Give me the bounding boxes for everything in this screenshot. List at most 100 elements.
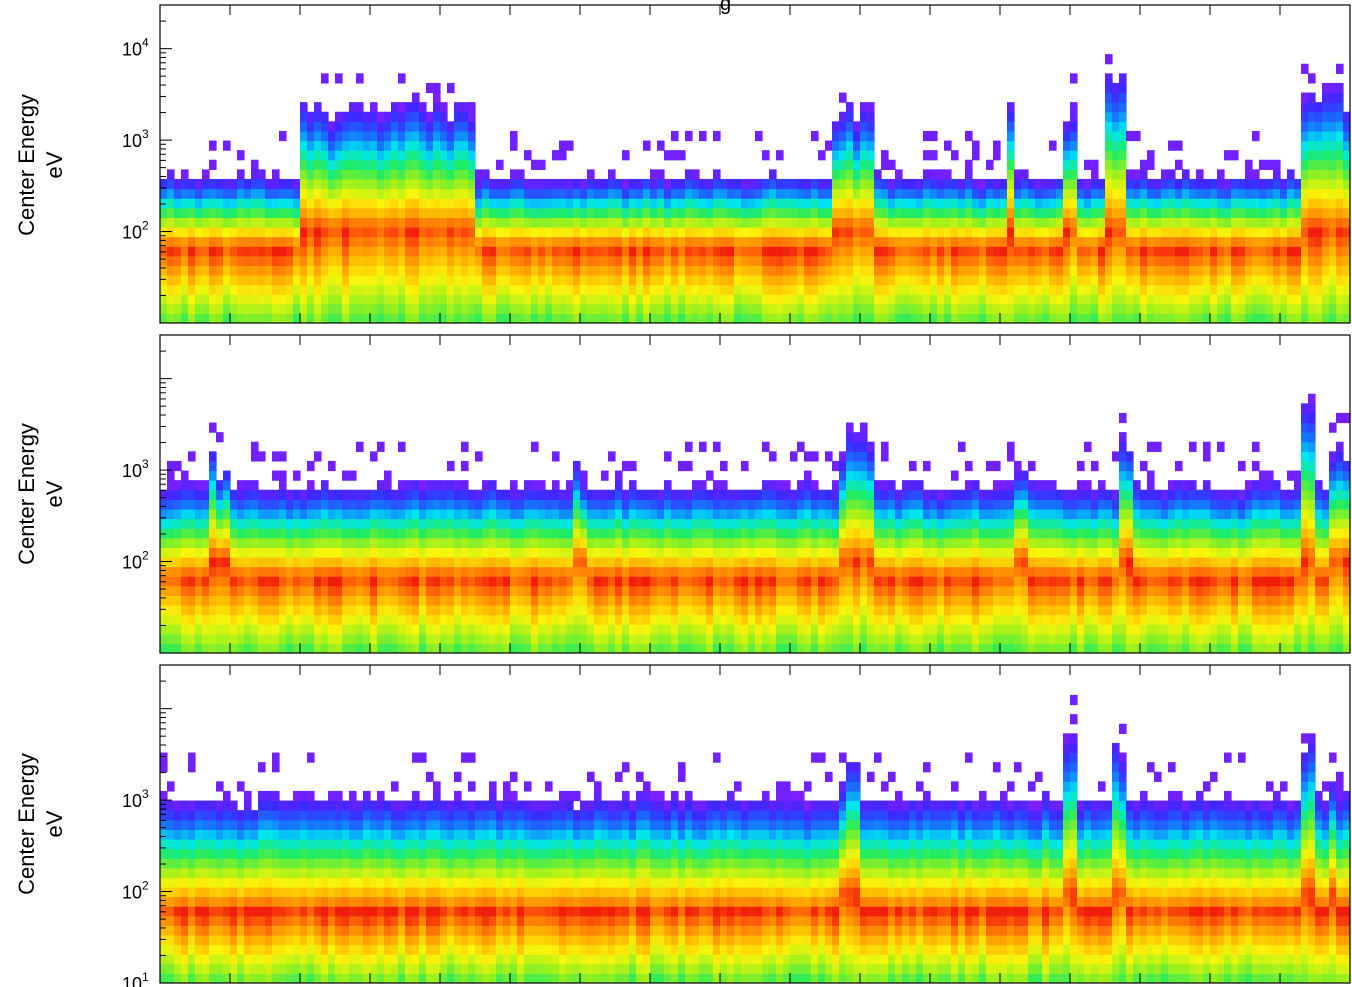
heatmap-cell [230, 556, 238, 568]
heatmap-cell [188, 604, 196, 616]
heatmap-cell [314, 633, 322, 644]
heatmap-cell [398, 303, 406, 314]
heatmap-cell [594, 198, 602, 209]
heatmap-cell [307, 226, 315, 238]
heatmap-cell [867, 566, 875, 577]
heatmap-cell [860, 633, 868, 644]
heatmap-cell [1175, 265, 1183, 276]
heatmap-cell [314, 595, 322, 606]
heatmap-cell [216, 576, 224, 587]
heatmap-cell [405, 489, 413, 500]
heatmap-cell [622, 489, 630, 500]
heatmap-cell [475, 313, 483, 323]
heatmap-cell [790, 576, 798, 587]
heatmap-cell [419, 303, 427, 314]
heatmap-cell [461, 556, 469, 568]
heatmap-cell [405, 595, 413, 606]
heatmap-cell [216, 643, 224, 653]
heatmap-cell [762, 518, 770, 529]
heatmap-cell [335, 236, 343, 247]
heatmap-cell [461, 547, 469, 558]
heatmap-cell [545, 547, 553, 558]
heatmap-cell [1119, 140, 1127, 151]
heatmap-cell [321, 595, 329, 606]
heatmap-cell [412, 576, 420, 587]
heatmap-cell [447, 643, 455, 653]
heatmap-cell [1126, 274, 1134, 286]
heatmap-cell [503, 255, 511, 266]
heatmap-cell [356, 169, 364, 180]
heatmap-cell [993, 236, 1001, 247]
heatmap-cell [398, 489, 406, 500]
heatmap-cell [706, 585, 714, 596]
heatmap-cell [531, 614, 539, 625]
heatmap-cell [1287, 274, 1295, 286]
heatmap-cell [1315, 159, 1323, 170]
heatmap-cell [216, 585, 224, 596]
heatmap-cell [454, 217, 462, 228]
heatmap-cell [867, 265, 875, 276]
heatmap-cell [895, 246, 903, 257]
heatmap-cell [734, 294, 742, 305]
heatmap-cell [748, 178, 756, 190]
heatmap-cell [1105, 226, 1113, 238]
heatmap-cell [811, 595, 819, 606]
heatmap-cell [594, 537, 602, 548]
heatmap-cell [1098, 265, 1106, 276]
heatmap-cell [167, 207, 175, 218]
heatmap-cell [559, 585, 567, 596]
heatmap-cell [853, 547, 861, 558]
heatmap-cell [853, 614, 861, 625]
heatmap-cell [657, 518, 665, 529]
heatmap-cell [447, 178, 455, 190]
heatmap-cell [433, 604, 441, 616]
heatmap-cell [167, 188, 175, 199]
heatmap-cell [615, 226, 623, 238]
heatmap-cell [594, 246, 602, 257]
heatmap-cell [951, 226, 959, 238]
heatmap-cell [832, 246, 840, 257]
heatmap-cell [1308, 121, 1316, 132]
heatmap-cell [398, 556, 406, 568]
heatmap-cell [1203, 207, 1211, 218]
heatmap-cell [622, 518, 630, 529]
heatmap-cell [1000, 313, 1008, 323]
heatmap-cell [601, 313, 609, 323]
heatmap-cell [1049, 274, 1057, 286]
heatmap-cell [517, 518, 525, 529]
heatmap-cell [510, 265, 518, 276]
heatmap-cell [405, 207, 413, 218]
heatmap-cell [559, 633, 567, 644]
heatmap-cell [1315, 207, 1323, 218]
heatmap-cell [531, 198, 539, 209]
heatmap-cell [545, 255, 553, 266]
heatmap-cell [888, 265, 896, 276]
heatmap-cell [209, 265, 217, 276]
heatmap-cell [986, 294, 994, 305]
heatmap-cell [783, 595, 791, 606]
heatmap-cell [335, 294, 343, 305]
heatmap-cell [629, 489, 637, 500]
heatmap-cell [1301, 178, 1309, 190]
heatmap-cell [454, 604, 462, 616]
heatmap-cell [552, 537, 560, 548]
heatmap-cell [489, 585, 497, 596]
heatmap-cell [559, 489, 567, 500]
heatmap-cell [979, 255, 987, 266]
heatmap-cell [426, 508, 434, 520]
heatmap-cell [587, 198, 595, 209]
heatmap-cell [1182, 246, 1190, 257]
heatmap-cell [587, 236, 595, 247]
heatmap-cell [1308, 198, 1316, 209]
heatmap-cell [1021, 188, 1029, 199]
heatmap-cell [195, 303, 203, 314]
heatmap-cell [1154, 236, 1162, 247]
heatmap-cell [713, 585, 721, 596]
heatmap-cell [832, 169, 840, 180]
heatmap-cell [475, 178, 483, 190]
heatmap-cell [643, 217, 651, 228]
heatmap-cell [1301, 63, 1309, 74]
heatmap-cell [769, 178, 777, 190]
heatmap-cell [405, 480, 413, 491]
heatmap-cell [517, 246, 525, 257]
